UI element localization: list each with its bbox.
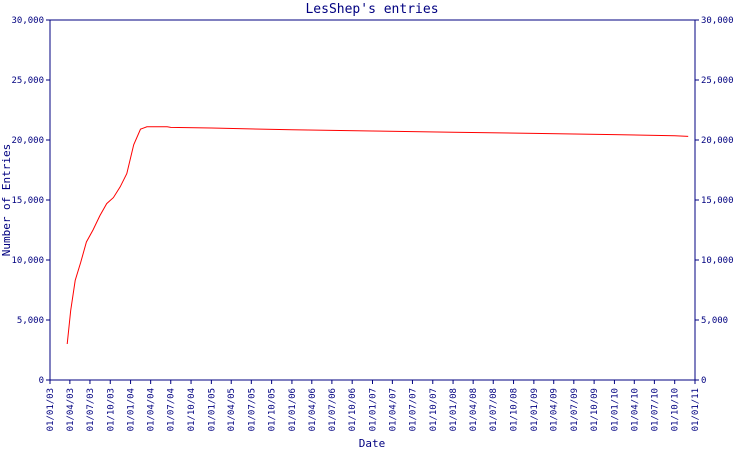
x-tick-label: 01/10/05 xyxy=(268,388,278,431)
x-tick-label: 01/01/09 xyxy=(530,388,540,431)
x-tick-label: 01/04/03 xyxy=(66,388,76,431)
x-tick-label: 01/10/06 xyxy=(348,388,358,431)
y-tick-label-right: 15,000 xyxy=(701,196,734,206)
x-tick-label: 01/10/10 xyxy=(671,388,681,431)
x-tick-label: 01/07/06 xyxy=(328,388,338,431)
x-tick-label: 01/01/05 xyxy=(207,388,217,431)
x-tick-label: 01/07/09 xyxy=(570,388,580,431)
x-tick-label: 01/01/03 xyxy=(46,388,56,431)
x-axis-label: Date xyxy=(359,437,386,450)
y-axis-label: Number of Entries xyxy=(0,144,13,257)
x-tick-label: 01/01/04 xyxy=(127,388,137,431)
x-tick-label: 01/04/10 xyxy=(630,388,640,431)
series-line xyxy=(66,126,689,345)
x-tick-label: 01/10/03 xyxy=(106,388,116,431)
x-tick-label: 01/04/08 xyxy=(469,388,479,431)
x-tick-label: 01/04/06 xyxy=(308,388,318,431)
y-tick-label-left: 30,000 xyxy=(11,16,44,26)
y-tick-label-right: 5,000 xyxy=(701,316,728,326)
x-tick-label: 01/01/08 xyxy=(449,388,459,431)
x-tick-label: 01/07/10 xyxy=(650,388,660,431)
x-tick-label: 01/01/10 xyxy=(610,388,620,431)
y-tick-label-left: 0 xyxy=(39,376,44,386)
x-tick-label: 01/10/07 xyxy=(429,388,439,431)
plot-frame xyxy=(49,19,696,381)
x-tick-label: 01/07/07 xyxy=(408,388,418,431)
x-tick-label: 01/04/07 xyxy=(388,388,398,431)
x-tick-label: 01/07/08 xyxy=(489,388,499,431)
y-tick-label-right: 30,000 xyxy=(701,16,734,26)
x-tick-label: 01/10/08 xyxy=(510,388,520,431)
y-tick-label-left: 10,000 xyxy=(11,256,44,266)
y-tick-label-left: 15,000 xyxy=(11,196,44,206)
chart-title: LesShep's entries xyxy=(305,2,438,17)
x-tick-label: 01/04/04 xyxy=(147,388,157,431)
x-tick-label: 01/01/06 xyxy=(288,388,298,431)
y-tick-label-right: 0 xyxy=(701,376,706,386)
y-tick-label-right: 20,000 xyxy=(701,136,734,146)
y-tick-label-right: 10,000 xyxy=(701,256,734,266)
y-tick-label-left: 25,000 xyxy=(11,76,44,86)
x-tick-label: 01/07/05 xyxy=(247,388,257,431)
y-tick-label-right: 25,000 xyxy=(701,76,734,86)
x-tick-label: 01/07/03 xyxy=(86,388,96,431)
y-tick-label-left: 5,000 xyxy=(17,316,44,326)
x-tick-label: 01/10/09 xyxy=(590,388,600,431)
x-tick-label: 01/01/07 xyxy=(369,388,379,431)
x-tick-label: 01/04/05 xyxy=(227,388,237,431)
y-tick-label-left: 20,000 xyxy=(11,136,44,146)
x-tick-label: 01/10/04 xyxy=(187,388,197,431)
x-tick-label: 01/07/04 xyxy=(167,388,177,431)
x-tick-label: 01/01/11 xyxy=(691,388,701,431)
x-tick-label: 01/04/09 xyxy=(550,388,560,431)
